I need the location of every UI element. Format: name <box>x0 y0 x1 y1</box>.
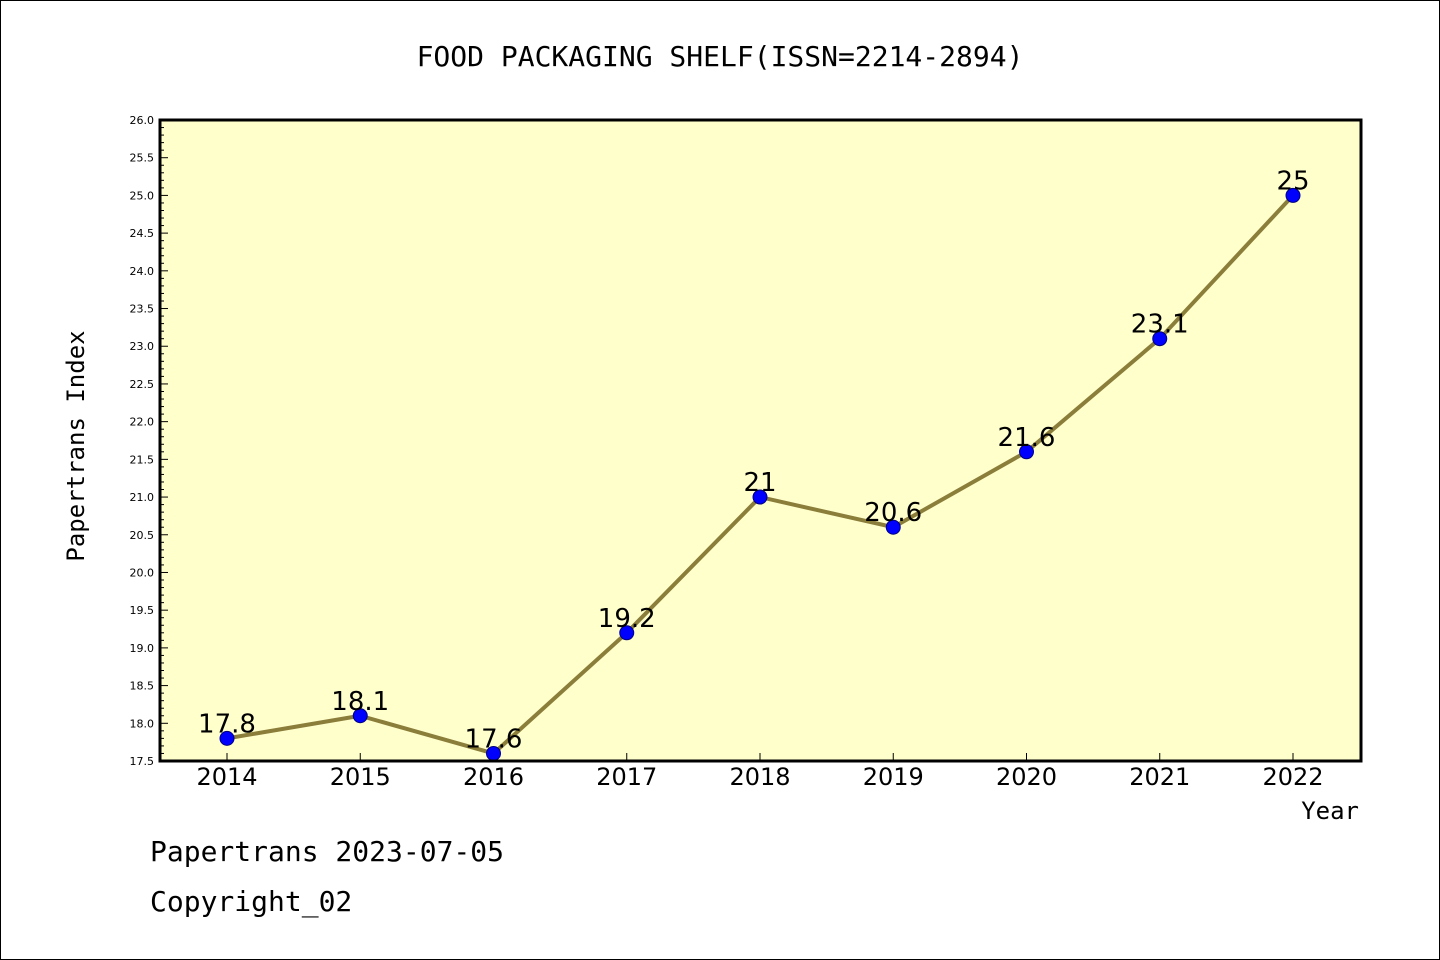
data-label: 21.6 <box>998 423 1056 453</box>
y-tick-label: 23.5 <box>130 303 155 316</box>
y-tick-label: 24.0 <box>130 265 155 278</box>
x-tick-label: 2019 <box>863 763 924 791</box>
data-labels-group: 17.8 18.1 17.6 19.2 21 20.6 21.6 23.1 25 <box>198 166 1309 754</box>
y-axis-ticks: 17.5 18.0 18.5 19.0 19.5 20.0 20.5 21.0 21.5 22.0… <box>130 114 168 768</box>
y-tick-label: 24.5 <box>130 227 155 240</box>
x-tick-label: 2021 <box>1129 763 1190 791</box>
x-tick-label: 2018 <box>729 763 790 791</box>
y-tick-label: 20.5 <box>130 529 155 542</box>
data-label: 19.2 <box>598 604 656 634</box>
data-point <box>219 730 235 746</box>
x-tick-label: 2014 <box>196 763 257 791</box>
data-point <box>619 625 635 641</box>
data-label: 25 <box>1276 166 1309 196</box>
y-tick-label: 25.0 <box>130 189 155 202</box>
data-point <box>1285 187 1301 203</box>
x-axis-label: Year <box>1301 797 1359 825</box>
data-label: 18.1 <box>331 687 389 717</box>
x-tick-label: 2017 <box>596 763 657 791</box>
y-tick-label: 21.5 <box>130 453 155 466</box>
data-label: 17.8 <box>198 709 256 739</box>
data-label: 17.6 <box>465 724 523 754</box>
y-tick-label: 18.0 <box>130 717 155 730</box>
footer-date-text: Papertrans 2023-07-05 <box>150 835 505 868</box>
data-point <box>885 519 901 535</box>
data-point <box>1019 444 1034 460</box>
data-label: 20.6 <box>864 498 922 528</box>
data-point <box>752 489 768 505</box>
x-tick-label: 2020 <box>996 763 1057 791</box>
y-tick-label: 26.0 <box>130 114 155 127</box>
plot-border <box>158 118 1363 763</box>
x-tick-label: 2015 <box>330 763 391 791</box>
data-label: 21 <box>743 468 776 498</box>
x-tick-label: 2016 <box>463 763 524 791</box>
series-line-group <box>219 187 1301 761</box>
data-point <box>1152 331 1168 347</box>
y-tick-label: 21.0 <box>130 491 155 504</box>
y-tick-label: 17.5 <box>130 755 155 768</box>
y-tick-label: 25.5 <box>130 152 155 165</box>
data-label: 23.1 <box>1131 310 1189 340</box>
plot-area <box>160 120 1361 761</box>
y-tick-label: 19.5 <box>130 604 155 617</box>
y-tick-label: 23.0 <box>130 340 155 353</box>
y-tick-label: 19.0 <box>130 642 155 655</box>
y-tick-label: 20.0 <box>130 566 155 579</box>
y-tick-label: 22.0 <box>130 416 155 429</box>
footer-copyright-text: Copyright_02 <box>150 885 353 918</box>
y-tick-label: 22.5 <box>130 378 155 391</box>
chart-title: FOOD PACKAGING SHELF(ISSN=2214-2894) <box>417 40 1024 73</box>
x-axis-ticks: 2014 2015 2016 2017 2018 2019 2020 2021 2022 <box>196 753 1324 791</box>
y-axis-label: Papertrans Index <box>62 330 90 561</box>
y-tick-label: 18.5 <box>130 680 155 693</box>
data-point <box>352 708 368 724</box>
x-tick-label: 2022 <box>1262 763 1323 791</box>
